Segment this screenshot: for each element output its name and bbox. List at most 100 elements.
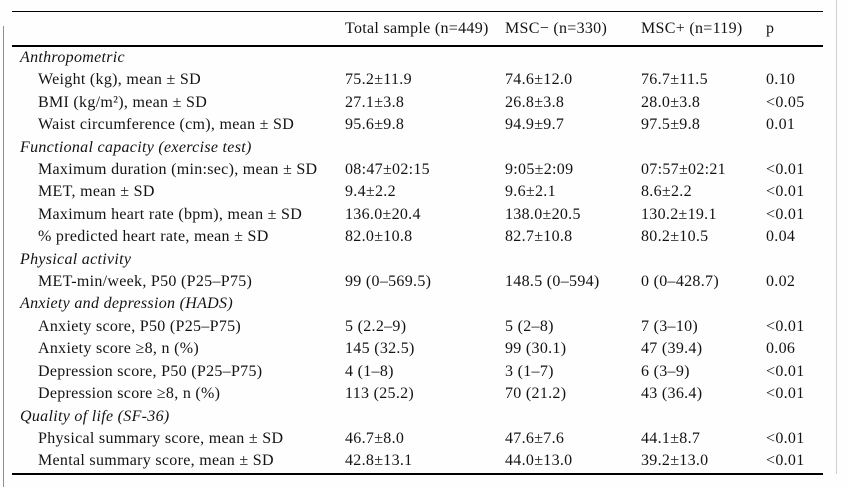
- cell-msc-minus: 9.6±2.1: [505, 183, 556, 201]
- cell-total-sample: 95.6±9.8: [345, 116, 405, 134]
- row-label: Weight (kg), mean ± SD: [38, 71, 201, 89]
- cell-msc-plus: 39.2±13.0: [641, 450, 766, 475]
- cell-p-value: <0.01: [766, 450, 823, 475]
- cell-total-sample: 4 (1–8): [345, 362, 394, 380]
- column-header-msc-plus: MSC+ (n=119): [641, 11, 766, 47]
- column-header-total-sample: Total sample (n=449): [345, 11, 505, 47]
- table-row: Maximum heart rate (bpm), mean ± SD 136.…: [12, 204, 823, 226]
- cell-msc-plus: 0 (0–428.7): [641, 273, 719, 291]
- cell-p-value: 0.10: [766, 71, 796, 89]
- row-label: Waist circumference (cm), mean ± SD: [38, 116, 295, 134]
- cell-p-value: 0.06: [766, 340, 796, 358]
- cell-total-sample: 145 (32.5): [345, 340, 415, 358]
- cell-total-sample: 136.0±20.4: [345, 205, 421, 223]
- table-row: Physical summary score, mean ± SD 46.7±8…: [12, 428, 823, 450]
- row-label: % predicted heart rate, mean ± SD: [38, 228, 269, 246]
- cell-msc-plus: 6 (3–9): [641, 362, 690, 380]
- cell-msc-minus: 148.5 (0–594): [505, 273, 600, 291]
- row-label: Depression score, P50 (P25–P75): [38, 362, 263, 380]
- table-row: MET-min/week, P50 (P25–P75) 99 (0–569.5)…: [12, 271, 823, 293]
- cell-msc-plus: 44.1±8.7: [641, 429, 701, 447]
- cell-total-sample: 99 (0–569.5): [345, 273, 432, 291]
- row-label: Physical summary score, mean ± SD: [38, 429, 284, 447]
- cell-p-value: 0.01: [766, 116, 796, 134]
- cell-p-value: 0.02: [766, 273, 796, 291]
- cell-msc-plus: 07:57±02:21: [641, 161, 726, 179]
- cell-p-value: <0.01: [766, 205, 805, 223]
- cell-total-sample: 113 (25.2): [345, 385, 415, 403]
- row-label: Depression score ≥8, n (%): [38, 385, 221, 403]
- cell-msc-minus: 99 (30.1): [505, 340, 567, 358]
- cell-msc-minus: 44.0±13.0: [505, 450, 641, 475]
- cell-p-value: <0.01: [766, 385, 805, 403]
- cell-p-value: <0.01: [766, 183, 805, 201]
- cell-total-sample: 46.7±8.0: [345, 429, 405, 447]
- table-row: BMI (kg/m²), mean ± SD 27.1±3.8 26.8±3.8…: [12, 92, 823, 114]
- table-row: Anxiety score ≥8, n (%) 145 (32.5) 99 (3…: [12, 338, 823, 360]
- cell-msc-plus: 28.0±3.8: [641, 93, 701, 111]
- cell-p-value: <0.01: [766, 317, 805, 335]
- cell-p-value: <0.01: [766, 362, 805, 380]
- scan-artifact-line-left: [3, 26, 4, 487]
- cell-msc-plus: 97.5±9.8: [641, 116, 701, 134]
- cell-msc-minus: 5 (2–8): [505, 317, 554, 335]
- cell-msc-minus: 9:05±2:09: [505, 161, 574, 179]
- cell-msc-minus: 47.6±7.6: [505, 429, 565, 447]
- cell-msc-plus: 43 (36.4): [641, 385, 703, 403]
- section-header-row: Functional capacity (exercise test): [12, 137, 823, 159]
- cell-msc-plus: 8.6±2.2: [641, 183, 692, 201]
- cell-p-value: <0.05: [766, 93, 805, 111]
- section-title: Anxiety and depression (HADS): [20, 295, 233, 313]
- section-title: Physical activity: [20, 250, 132, 268]
- summary-table: Total sample (n=449) MSC− (n=330) MSC+ (…: [12, 11, 823, 475]
- cell-total-sample: 42.8±13.1: [345, 450, 505, 475]
- cell-total-sample: 08:47±02:15: [345, 161, 430, 179]
- cell-msc-minus: 3 (1–7): [505, 362, 554, 380]
- cell-msc-minus: 70 (21.2): [505, 385, 567, 403]
- row-label: MET, mean ± SD: [38, 183, 155, 201]
- cell-msc-plus: 130.2±19.1: [641, 205, 717, 223]
- table-row: Anxiety score, P50 (P25–P75) 5 (2.2–9) 5…: [12, 316, 823, 338]
- row-label: Anxiety score, P50 (P25–P75): [38, 317, 242, 335]
- cell-msc-minus: 94.9±9.7: [505, 116, 565, 134]
- cell-p-value: <0.01: [766, 429, 805, 447]
- section-title: Anthropometric: [20, 49, 125, 66]
- cell-msc-plus: 7 (3–10): [641, 317, 699, 335]
- column-header-msc-minus: MSC− (n=330): [505, 11, 641, 47]
- table-row: Mental summary score, mean ± SD 42.8±13.…: [12, 450, 823, 475]
- cell-p-value: 0.04: [766, 228, 796, 246]
- row-label: MET-min/week, P50 (P25–P75): [38, 273, 253, 291]
- section-header-row: Physical activity: [12, 249, 823, 271]
- cell-total-sample: 9.4±2.2: [345, 183, 396, 201]
- row-label: Maximum heart rate (bpm), mean ± SD: [38, 205, 303, 223]
- table-row: Maximum duration (min:sec), mean ± SD 08…: [12, 159, 823, 181]
- cell-total-sample: 75.2±11.9: [345, 71, 412, 89]
- table-row: MET, mean ± SD 9.4±2.2 9.6±2.1 8.6±2.2 <…: [12, 181, 823, 203]
- row-label: Maximum duration (min:sec), mean ± SD: [38, 161, 318, 179]
- cell-msc-minus: 82.7±10.8: [505, 228, 573, 246]
- cell-msc-plus: 76.7±11.5: [641, 71, 708, 89]
- section-title: Quality of life (SF-36): [20, 407, 170, 425]
- column-header-p: p: [766, 11, 823, 47]
- row-label: BMI (kg/m²), mean ± SD: [38, 93, 208, 111]
- cell-msc-plus: 47 (39.4): [641, 340, 703, 358]
- table-row: Depression score ≥8, n (%) 113 (25.2) 70…: [12, 383, 823, 405]
- table-row: Depression score, P50 (P25–P75) 4 (1–8) …: [12, 361, 823, 383]
- row-label: Mental summary score, mean ± SD: [12, 450, 345, 475]
- section-title: Functional capacity (exercise test): [20, 138, 252, 156]
- cell-total-sample: 5 (2.2–9): [345, 317, 407, 335]
- cell-msc-plus: 80.2±10.5: [641, 228, 709, 246]
- cell-msc-minus: 74.6±12.0: [505, 71, 573, 89]
- scan-artifact-line-right: [836, 0, 837, 474]
- cell-msc-minus: 26.8±3.8: [505, 93, 565, 111]
- table-row: Waist circumference (cm), mean ± SD 95.6…: [12, 114, 823, 136]
- cell-total-sample: 27.1±3.8: [345, 93, 405, 111]
- row-label: Anxiety score ≥8, n (%): [38, 340, 199, 358]
- header-row: Total sample (n=449) MSC− (n=330) MSC+ (…: [12, 11, 823, 47]
- table-row: Weight (kg), mean ± SD 75.2±11.9 74.6±12…: [12, 69, 823, 91]
- section-header-row: Anxiety and depression (HADS): [12, 293, 823, 315]
- column-header-empty: [12, 11, 345, 47]
- cell-msc-minus: 138.0±20.5: [505, 205, 581, 223]
- cell-p-value: <0.01: [766, 161, 805, 179]
